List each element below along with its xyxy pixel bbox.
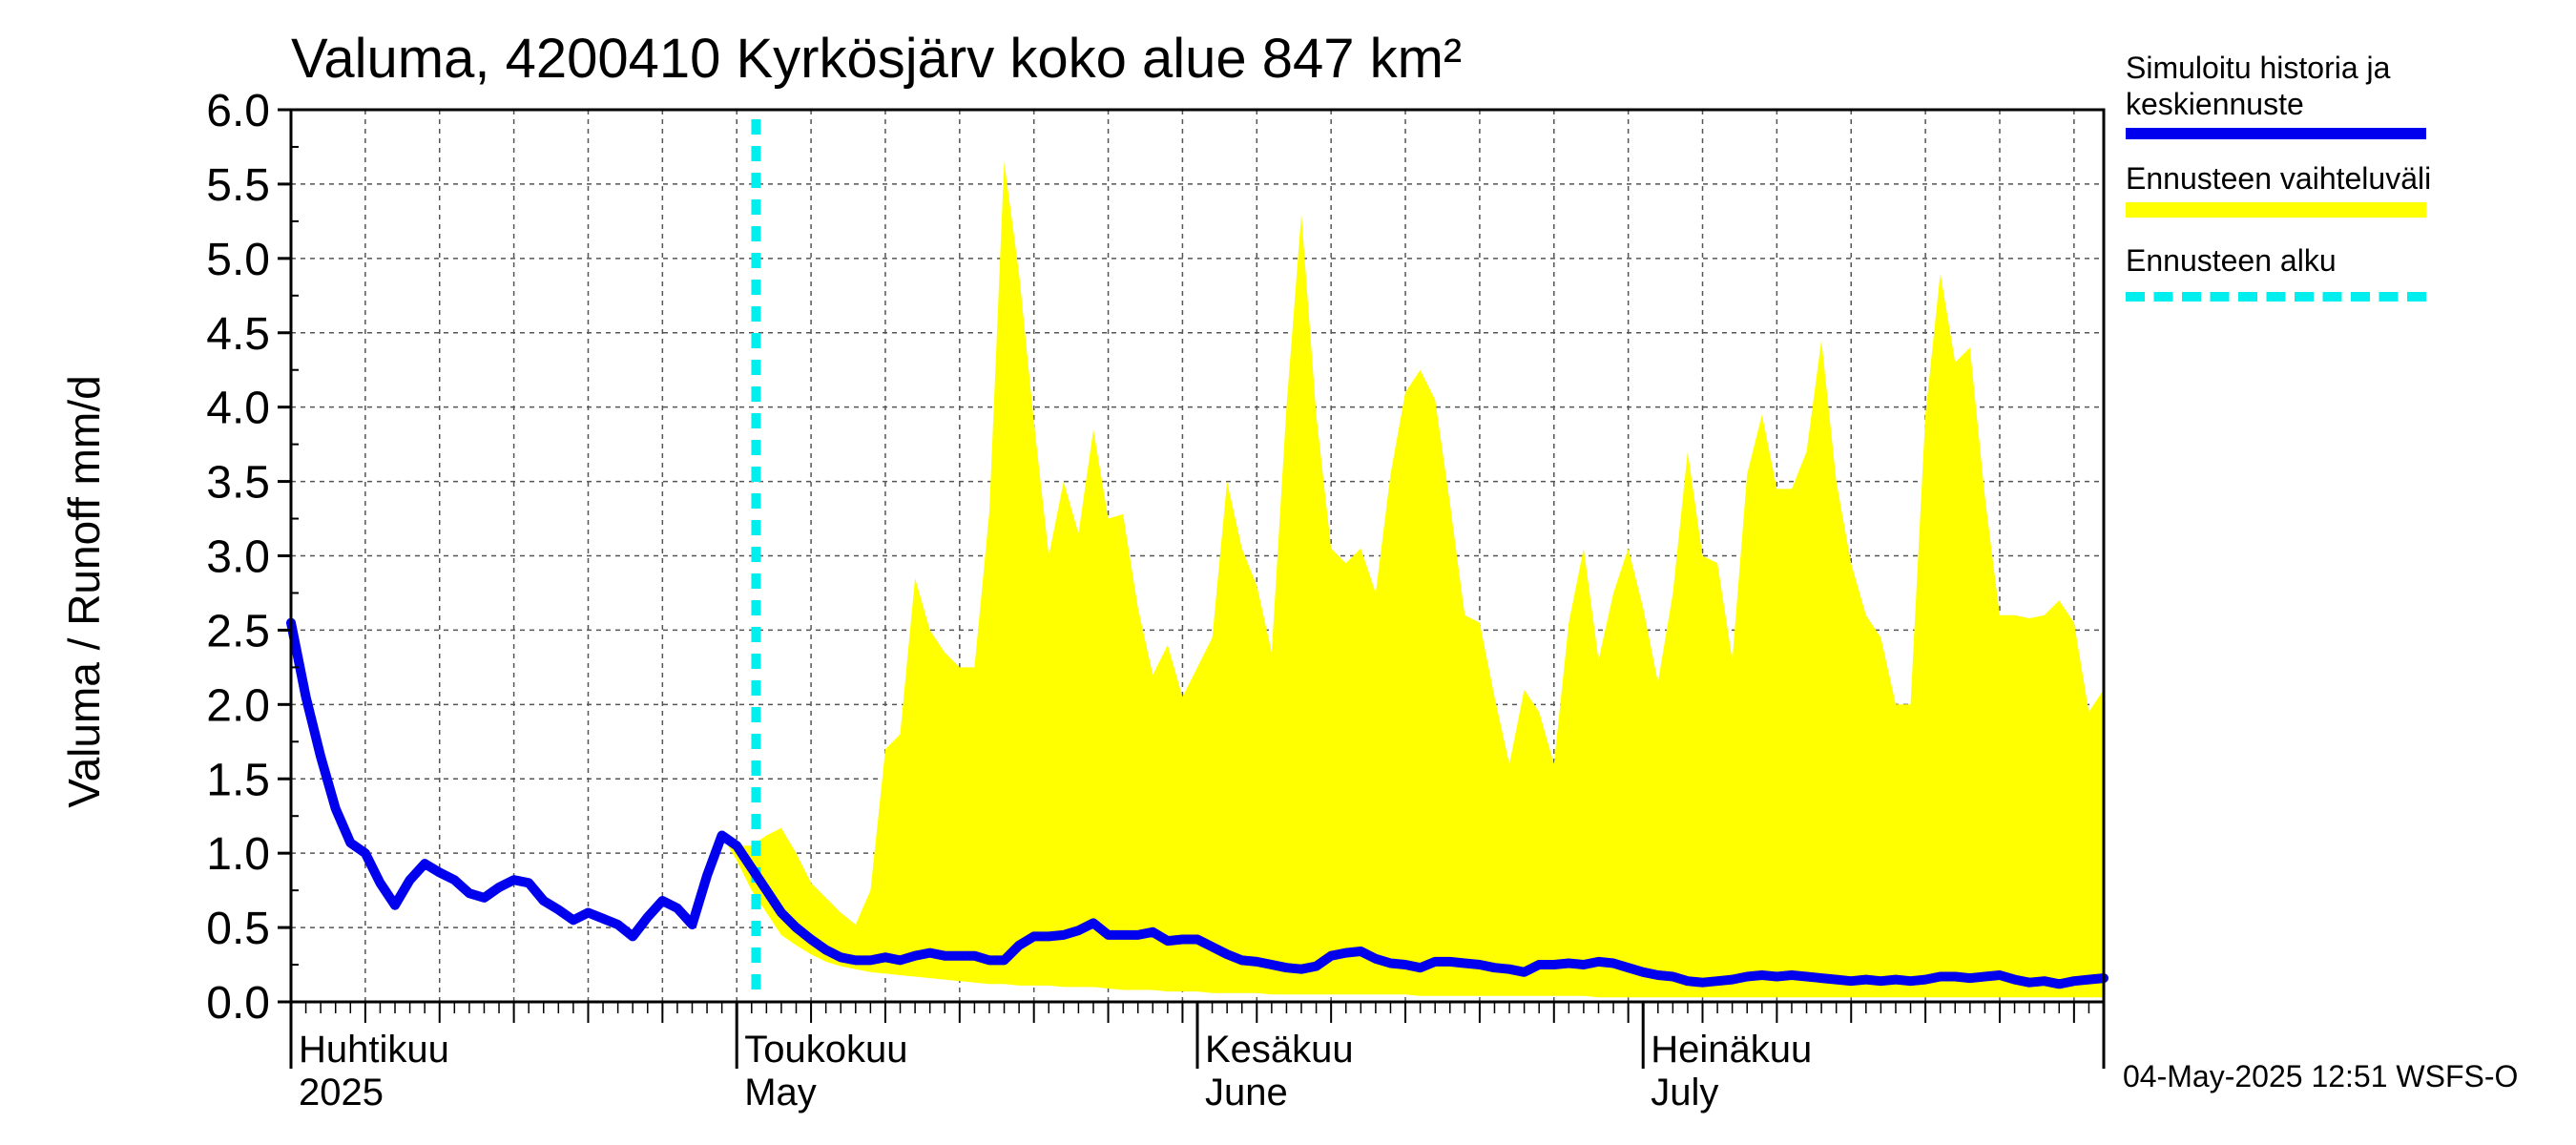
y-tick-label: 5.5 bbox=[206, 160, 270, 211]
month-label-en: 2025 bbox=[299, 1072, 384, 1114]
legend-swatch-yellow-band bbox=[2126, 202, 2426, 218]
legend-label-simulated-2: keskiennuste bbox=[2126, 87, 2304, 121]
y-tick-label: 1.5 bbox=[206, 755, 270, 805]
y-axis-ticks: 0.0 0.5 1.0 1.5 2.0 2.5 3.0 3.5 4.0 4.5 5.0 5.5 6.0 bbox=[206, 86, 299, 1029]
y-tick-label: 5.0 bbox=[206, 235, 270, 285]
month-label-fi: Huhtikuu bbox=[299, 1029, 449, 1071]
chart-title: Valuma, 4200410 Kyrkösjärv koko alue 847… bbox=[291, 28, 1463, 90]
y-tick-label: 2.0 bbox=[206, 680, 270, 731]
y-tick-label: 0.5 bbox=[206, 904, 270, 954]
y-tick-label: 3.5 bbox=[206, 458, 270, 509]
x-axis-ticks bbox=[289, 1002, 2106, 1069]
legend-label-forecast-start: Ennusteen alku bbox=[2126, 243, 2337, 278]
month-label-en: June bbox=[1205, 1072, 1288, 1114]
legend-item-forecast-start: Ennusteen alku bbox=[2126, 240, 2450, 302]
month-label-en: May bbox=[744, 1072, 817, 1114]
y-tick-label: 1.0 bbox=[206, 829, 270, 880]
simulated-runoff-line bbox=[286, 617, 2109, 989]
legend-swatch-blue-line bbox=[2126, 128, 2426, 139]
legend-label-simulated-1: Simuloitu historia ja bbox=[2126, 51, 2391, 85]
month-label-fi: Heinäkuu bbox=[1651, 1029, 1812, 1071]
y-tick-label: 3.0 bbox=[206, 532, 270, 583]
y-tick-label: 4.5 bbox=[206, 309, 270, 360]
y-tick-label: 2.5 bbox=[206, 606, 270, 656]
month-label-en: July bbox=[1651, 1072, 1718, 1114]
y-tick-label: 6.0 bbox=[206, 86, 270, 136]
month-label-fi: Toukokuu bbox=[744, 1029, 907, 1071]
timestamp-footer: 04-May-2025 12:51 WSFS-O bbox=[2123, 1059, 2519, 1093]
month-label-fi: Kesäkuu bbox=[1205, 1029, 1354, 1071]
y-tick-label: 0.0 bbox=[206, 978, 270, 1029]
legend-swatch-cyan-dashed bbox=[2126, 292, 2426, 302]
legend-item-simulated: Simuloitu historia ja keskiennuste bbox=[2126, 48, 2450, 139]
y-tick-label: 4.0 bbox=[206, 384, 270, 434]
legend: Simuloitu historia ja keskiennuste Ennus… bbox=[2126, 48, 2450, 321]
forecast-range-band bbox=[721, 161, 2104, 998]
legend-label-range: Ennusteen vaihteluväli bbox=[2126, 161, 2432, 196]
legend-item-range: Ennusteen vaihteluväli bbox=[2126, 158, 2450, 218]
